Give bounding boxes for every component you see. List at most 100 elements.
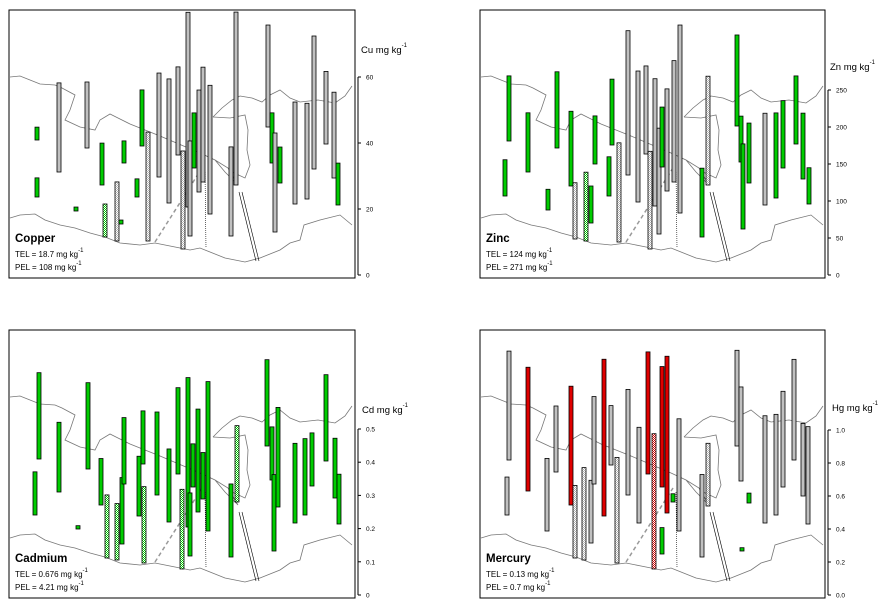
y-tick-label: 20 [366, 207, 374, 214]
coastline [683, 85, 824, 118]
concentration-bar [275, 406, 281, 508]
coastline [480, 213, 824, 263]
panel-title: Zinc [486, 233, 510, 245]
pel-label: PEL = 4.21 mg kg-1 [15, 581, 84, 592]
concentration-bar [196, 89, 202, 193]
transect-line [712, 511, 731, 582]
concentration-bar [99, 142, 105, 186]
y-tick-label: 0.2 [836, 560, 845, 567]
unit-exponent: -1 [401, 43, 407, 49]
concentration-bar [773, 112, 779, 199]
concentration-bar [102, 203, 108, 238]
concentration-bar [56, 82, 62, 173]
concentration-bar [625, 388, 631, 496]
y-axis-label-text: Zn mg kg [830, 62, 870, 73]
concentration-bar [734, 34, 740, 127]
panel-title: Mercury [486, 553, 531, 565]
concentration-bar [805, 426, 811, 525]
concentration-bar [205, 381, 211, 532]
concentration-bar [166, 448, 172, 523]
chart-panel-mercury: 0.0 0.2 0.4 0.6 0.8 1.0 [479, 329, 845, 600]
unit-exponent: -1 [547, 261, 553, 267]
y-tick-label: 0.4 [366, 460, 375, 467]
concentration-bar [762, 112, 768, 206]
concentration-bar [119, 477, 125, 545]
concentration-bar [302, 438, 308, 516]
transect-line [241, 191, 260, 262]
transect-line [712, 191, 731, 262]
pel-label: PEL = 271 mg kg-1 [486, 261, 553, 272]
concentration-bar [651, 433, 657, 570]
concentration-bar [191, 112, 197, 169]
unit-exponent: -1 [546, 248, 553, 254]
concentration-bar [506, 350, 512, 461]
transect-line [675, 491, 678, 569]
pel-text: PEL = 271 mg kg [486, 263, 548, 272]
tel-label: TEL = 0.676 mg kg-1 [15, 568, 88, 579]
concentration-bar [677, 24, 683, 214]
concentration-bar [118, 219, 124, 225]
concentration-bar [34, 177, 40, 198]
concentration-bar [114, 503, 120, 561]
concentration-bar [506, 75, 512, 142]
panel-title: Cadmium [15, 553, 68, 565]
y-tick-label: 50 [836, 236, 844, 243]
concentration-bar [800, 112, 806, 180]
chart-panel-cadmium: 0 0.1 0.2 0.3 0.4 0.5 [8, 329, 375, 600]
concentration-bar [331, 91, 337, 179]
y-axis-label: Cu mg kg-1 [361, 43, 407, 56]
concentration-bar [746, 122, 752, 184]
concentration-bar [740, 143, 746, 230]
concentration-bar [676, 418, 682, 532]
unit-exponent: -1 [78, 581, 84, 587]
y-tick-label: 0.4 [836, 527, 845, 534]
concentration-bar [544, 457, 550, 532]
concentration-bar [625, 30, 631, 176]
tel-text: TEL = 18.7 mg kg [15, 250, 79, 259]
concentration-bar [179, 488, 185, 570]
y-axis-label-text: Cd mg kg [362, 405, 403, 416]
concentration-bar [98, 458, 104, 506]
concentration-bar [664, 88, 670, 192]
concentration-bar [332, 437, 338, 499]
tel-label: TEL = 18.7 mg kg-1 [15, 248, 83, 259]
concentration-bar [614, 456, 620, 564]
concentration-bar [652, 78, 658, 207]
concentration-bar [335, 162, 341, 206]
concentration-bar [635, 70, 641, 203]
unit-exponent: -1 [545, 581, 551, 587]
concentration-bar [791, 358, 797, 461]
concentration-bar [269, 426, 275, 481]
concentration-bar [705, 75, 711, 186]
concentration-bar [85, 382, 91, 470]
concentration-bar [606, 156, 612, 197]
concentration-bar [228, 146, 234, 237]
concentration-bar [525, 366, 531, 492]
coastline [683, 114, 722, 179]
concentration-bar [659, 527, 665, 555]
concentration-bar [739, 547, 745, 552]
y-tick-label: 0.2 [366, 526, 375, 533]
concentration-bar [141, 486, 147, 564]
concentration-bar [581, 467, 587, 561]
pel-text: PEL = 0.7 mg kg [486, 583, 546, 592]
concentration-bar [568, 110, 574, 187]
concentration-bar [36, 372, 42, 460]
unit-exponent: -1 [402, 403, 408, 409]
concentration-bar [140, 410, 146, 465]
y-tick-label: 0.6 [836, 494, 845, 501]
concentration-bar [121, 417, 127, 485]
y-tick-label: 0 [366, 273, 370, 280]
concentration-bar [200, 66, 206, 183]
coastline [212, 434, 251, 499]
unit-exponent: -1 [872, 401, 878, 407]
concentration-bar [154, 411, 160, 496]
concentration-bar [323, 374, 329, 462]
transect-line [204, 491, 207, 569]
concentration-bar [114, 181, 120, 242]
concentration-bar [609, 78, 615, 146]
concentration-bar [265, 24, 271, 128]
unit-exponent: -1 [82, 568, 88, 574]
coastline [9, 533, 353, 583]
